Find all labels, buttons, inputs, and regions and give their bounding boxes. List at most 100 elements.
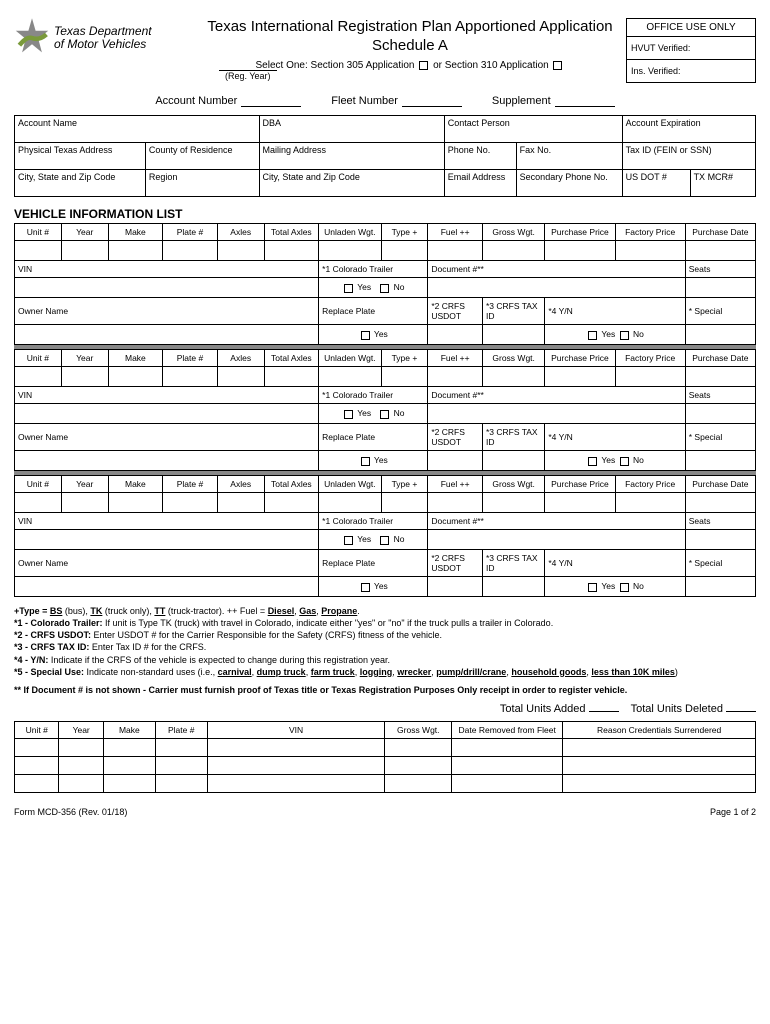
veh-cell[interactable] bbox=[615, 367, 685, 387]
seats-input[interactable] bbox=[685, 530, 755, 550]
veh-cell[interactable] bbox=[545, 367, 615, 387]
veh-cell[interactable] bbox=[685, 367, 755, 387]
fleet-number-input[interactable] bbox=[402, 93, 462, 107]
veh-cell[interactable] bbox=[381, 367, 428, 387]
crfs-usdot-input[interactable] bbox=[428, 325, 483, 345]
veh-cell[interactable] bbox=[264, 241, 319, 261]
owner-input[interactable] bbox=[15, 451, 319, 471]
document-input[interactable] bbox=[428, 404, 685, 424]
owner-input[interactable] bbox=[15, 325, 319, 345]
veh-cell[interactable] bbox=[163, 493, 218, 513]
field-dba[interactable]: DBA bbox=[259, 116, 444, 143]
veh-cell[interactable] bbox=[15, 493, 62, 513]
field-physical-address[interactable]: Physical Texas Address bbox=[15, 143, 146, 170]
veh-cell[interactable] bbox=[264, 367, 319, 387]
special-input[interactable] bbox=[685, 577, 755, 597]
field-secondary-phone[interactable]: Secondary Phone No. bbox=[516, 170, 622, 197]
veh-cell[interactable] bbox=[108, 241, 163, 261]
field-phone[interactable]: Phone No. bbox=[444, 143, 516, 170]
special-input[interactable] bbox=[685, 325, 755, 345]
colo-yes-checkbox[interactable] bbox=[344, 536, 353, 545]
checkbox-305[interactable] bbox=[419, 61, 428, 70]
crfs-usdot-input[interactable] bbox=[428, 577, 483, 597]
vin-input[interactable] bbox=[15, 530, 319, 550]
veh-cell[interactable] bbox=[428, 367, 483, 387]
veh-cell[interactable] bbox=[428, 241, 483, 261]
colo-no-checkbox[interactable] bbox=[380, 536, 389, 545]
colo-yes-checkbox[interactable] bbox=[344, 284, 353, 293]
veh-cell[interactable] bbox=[615, 493, 685, 513]
crfs-usdot-input[interactable] bbox=[428, 451, 483, 471]
field-city-state-zip-1[interactable]: City, State and Zip Code bbox=[15, 170, 146, 197]
veh-cell[interactable] bbox=[15, 241, 62, 261]
veh-cell[interactable] bbox=[217, 493, 264, 513]
veh-cell[interactable] bbox=[163, 367, 218, 387]
document-input[interactable] bbox=[428, 278, 685, 298]
colo-yes-checkbox[interactable] bbox=[344, 410, 353, 419]
yn4-no-checkbox[interactable] bbox=[620, 457, 629, 466]
total-units-added-input[interactable] bbox=[589, 700, 619, 712]
veh-cell[interactable] bbox=[319, 241, 381, 261]
replace-yes-checkbox[interactable] bbox=[361, 583, 370, 592]
crfs-tax-input[interactable] bbox=[482, 577, 544, 597]
field-contact-person[interactable]: Contact Person bbox=[444, 116, 622, 143]
document-input[interactable] bbox=[428, 530, 685, 550]
veh-cell[interactable] bbox=[61, 493, 108, 513]
veh-cell[interactable] bbox=[163, 241, 218, 261]
veh-cell[interactable] bbox=[615, 241, 685, 261]
owner-input[interactable] bbox=[15, 577, 319, 597]
veh-cell[interactable] bbox=[381, 241, 428, 261]
vin-input[interactable] bbox=[15, 404, 319, 424]
seats-input[interactable] bbox=[685, 278, 755, 298]
veh-cell[interactable] bbox=[217, 241, 264, 261]
veh-cell[interactable] bbox=[482, 241, 544, 261]
field-account-name[interactable]: Account Name bbox=[15, 116, 260, 143]
veh-cell[interactable] bbox=[61, 367, 108, 387]
crfs-tax-input[interactable] bbox=[482, 451, 544, 471]
veh-cell[interactable] bbox=[61, 241, 108, 261]
veh-cell[interactable] bbox=[545, 493, 615, 513]
veh-cell[interactable] bbox=[428, 493, 483, 513]
vin-input[interactable] bbox=[15, 278, 319, 298]
total-units-deleted-input[interactable] bbox=[726, 700, 756, 712]
special-input[interactable] bbox=[685, 451, 755, 471]
veh-cell[interactable] bbox=[685, 493, 755, 513]
field-tax-id[interactable]: Tax ID (FEIN or SSN) bbox=[622, 143, 755, 170]
seats-input[interactable] bbox=[685, 404, 755, 424]
field-account-expiration[interactable]: Account Expiration bbox=[622, 116, 755, 143]
veh-cell[interactable] bbox=[482, 493, 544, 513]
field-mailing-address[interactable]: Mailing Address bbox=[259, 143, 444, 170]
veh-cell[interactable] bbox=[319, 367, 381, 387]
yn4-yes-checkbox[interactable] bbox=[588, 457, 597, 466]
colo-no-checkbox[interactable] bbox=[380, 284, 389, 293]
veh-cell[interactable] bbox=[381, 493, 428, 513]
yn4-label: *4 Y/N bbox=[545, 298, 685, 325]
replace-yes-checkbox[interactable] bbox=[361, 457, 370, 466]
yn4-yes-checkbox[interactable] bbox=[588, 331, 597, 340]
field-usdot[interactable]: US DOT # bbox=[622, 170, 690, 197]
veh-cell[interactable] bbox=[108, 493, 163, 513]
veh-cell[interactable] bbox=[264, 493, 319, 513]
field-region[interactable]: Region bbox=[145, 170, 259, 197]
field-fax[interactable]: Fax No. bbox=[516, 143, 622, 170]
veh-cell[interactable] bbox=[108, 367, 163, 387]
checkbox-310[interactable] bbox=[553, 61, 562, 70]
crfs-tax-input[interactable] bbox=[482, 325, 544, 345]
veh-cell[interactable] bbox=[319, 493, 381, 513]
field-county[interactable]: County of Residence bbox=[145, 143, 259, 170]
veh-cell[interactable] bbox=[482, 367, 544, 387]
colo-no-checkbox[interactable] bbox=[380, 410, 389, 419]
veh-cell[interactable] bbox=[685, 241, 755, 261]
field-txmcr[interactable]: TX MCR# bbox=[690, 170, 755, 197]
veh-cell[interactable] bbox=[545, 241, 615, 261]
yn4-no-checkbox[interactable] bbox=[620, 331, 629, 340]
field-email[interactable]: Email Address bbox=[444, 170, 516, 197]
yn4-no-checkbox[interactable] bbox=[620, 583, 629, 592]
veh-cell[interactable] bbox=[217, 367, 264, 387]
account-number-input[interactable] bbox=[241, 93, 301, 107]
supplement-input[interactable] bbox=[555, 93, 615, 107]
field-city-state-zip-2[interactable]: City, State and Zip Code bbox=[259, 170, 444, 197]
yn4-yes-checkbox[interactable] bbox=[588, 583, 597, 592]
replace-yes-checkbox[interactable] bbox=[361, 331, 370, 340]
veh-cell[interactable] bbox=[15, 367, 62, 387]
